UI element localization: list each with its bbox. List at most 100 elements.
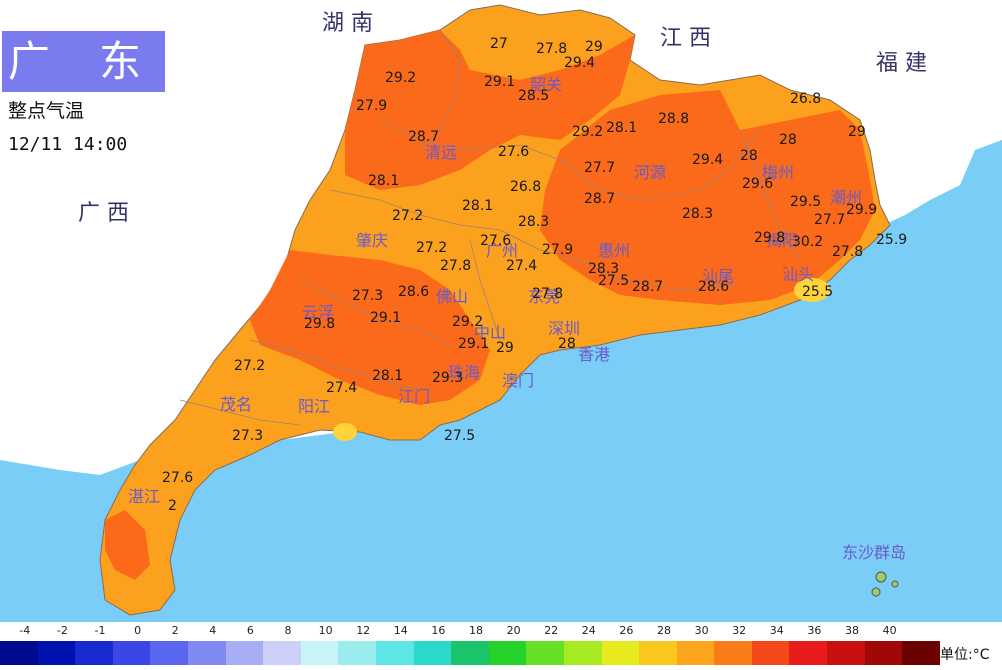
temp-value: 27.6 [480, 233, 511, 249]
legend-tick-label: 14 [393, 624, 408, 637]
legend-unit: 单位:°C [940, 647, 990, 663]
neighbor-label-fujian: 福 建 [876, 51, 927, 76]
temp-value: 29.4 [564, 55, 595, 71]
temp-value: 28 [558, 336, 576, 352]
legend-swatch [112, 641, 151, 665]
heat-zone-north [345, 30, 635, 190]
legend-swatch [225, 641, 264, 665]
legend-tick-label: 26 [619, 624, 634, 637]
heat-zone-southwest [105, 510, 150, 580]
temp-value: 27.4 [326, 380, 357, 396]
temp-value: 27.9 [356, 98, 387, 114]
legend-tick-label: 12 [356, 624, 371, 637]
legend-swatch [789, 641, 828, 665]
city-label: 深圳 [548, 319, 580, 338]
temp-value: 28 [779, 132, 797, 148]
legend-tick-label: 38 [845, 624, 859, 637]
temp-value: 27.5 [598, 273, 629, 289]
legend-tick-label: 8 [284, 624, 292, 637]
region-title-box: 广 东 [2, 31, 165, 92]
legend-tick-label: 32 [732, 624, 747, 637]
legend-tick-label: -4 [19, 624, 31, 637]
city-label: 珠海 [448, 363, 480, 382]
legend-tick-label: 28 [657, 624, 671, 637]
legend-swatch [902, 641, 940, 665]
legend-swatch [37, 641, 76, 665]
temp-value: 29.1 [484, 74, 515, 90]
legend-swatch [0, 641, 38, 665]
city-label: 汕尾 [702, 267, 734, 286]
temp-value: 27.9 [542, 242, 573, 258]
legend-swatch [639, 641, 677, 665]
temp-value: 28.1 [462, 198, 493, 214]
temp-value: 28.3 [518, 214, 549, 230]
city-label: 佛山 [436, 287, 468, 306]
temp-value: 25.9 [876, 232, 907, 248]
temp-value: 29.8 [304, 316, 335, 332]
legend-tick-label: 20 [506, 624, 521, 637]
temp-value: 28.7 [584, 191, 615, 207]
temp-value: 27 [490, 36, 508, 52]
dongsha-island-2 [891, 580, 899, 588]
legend-swatch [601, 641, 640, 665]
legend-tick-label: 10 [318, 624, 333, 637]
legend-tick-label: 22 [544, 624, 559, 637]
city-boundaries [179, 29, 801, 426]
temp-value: 27.8 [536, 41, 567, 57]
temp-value: 27.3 [352, 288, 383, 304]
temp-value: 28.5 [518, 88, 549, 104]
legend-swatch [187, 641, 226, 665]
legend-swatch [75, 641, 113, 665]
temp-value: 29.9 [846, 202, 877, 218]
legend-swatch [300, 641, 339, 665]
temp-value: 29 [848, 124, 866, 140]
temp-value: 26.8 [790, 91, 821, 107]
temp-value: 28.1 [372, 368, 403, 384]
cool-zone-coast [333, 423, 357, 441]
temp-value: 25.5 [802, 284, 833, 300]
legend-swatch [150, 641, 188, 665]
city-label: 梅州 [762, 163, 794, 182]
temp-value: 28.7 [632, 279, 663, 295]
legend-tick-label: 4 [209, 624, 217, 637]
heat-zone-west [250, 250, 490, 405]
region-title: 广 东 [7, 37, 160, 86]
temp-value: 27.7 [584, 160, 615, 176]
city-label: 河源 [634, 163, 666, 182]
legend-swatch [676, 641, 715, 665]
temp-value: 29 [496, 340, 514, 356]
legend-tick-label: 16 [431, 624, 446, 637]
temp-value: 27.2 [234, 358, 265, 374]
temp-value: 29.4 [692, 152, 723, 168]
temp-value: 27.2 [392, 208, 423, 224]
temp-value: 27.2 [416, 240, 447, 256]
legend-tick-label: 2 [171, 624, 179, 637]
legend-swatch [413, 641, 452, 665]
temp-value: 2 [168, 498, 177, 514]
legend-tick-label: 24 [581, 624, 596, 637]
map-subtitle: 整点气温 [8, 100, 85, 122]
temp-value: 30.2 [792, 234, 823, 250]
city-label: 汕头 [782, 265, 814, 284]
temp-value: 28.3 [588, 261, 619, 277]
temp-value: 28.1 [368, 173, 399, 189]
temp-value: 27.7 [814, 212, 845, 228]
legend-swatch [714, 641, 752, 665]
temp-value: 28.7 [408, 129, 439, 145]
city-label: 江门 [398, 387, 430, 406]
heat-zone-east [540, 90, 875, 305]
temp-value: 29.1 [370, 310, 401, 326]
temp-value: 27.3 [232, 428, 263, 444]
legend-tick-label: 36 [807, 624, 822, 637]
temp-value: 29.2 [572, 124, 603, 140]
legend-swatch [827, 641, 865, 665]
legend-tick-label: -1 [94, 624, 106, 637]
temp-value: 27.4 [506, 258, 537, 274]
temp-value: 29 [585, 39, 603, 55]
temp-value: 27.6 [162, 470, 193, 486]
legend-tick-labels: -4 -2 -1 0 2 4 6 8 10 12 14 16 18 20 22 24 26 28 30 32 34 36 3… [0, 624, 940, 640]
temp-value: 28.6 [698, 279, 729, 295]
dongsha-island-1 [875, 571, 887, 583]
temp-value: 28 [740, 148, 758, 164]
